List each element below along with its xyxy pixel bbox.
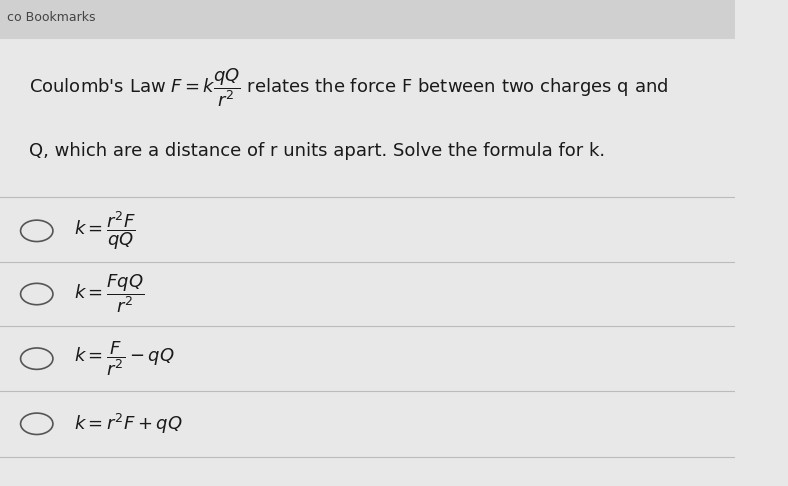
Text: Coulomb's Law $F = k\dfrac{qQ}{r^2}$ relates the force F between two charges q a: Coulomb's Law $F = k\dfrac{qQ}{r^2}$ rel… — [29, 66, 669, 109]
Text: $k = r^2 F + qQ$: $k = r^2 F + qQ$ — [73, 412, 182, 436]
Text: Q, which are a distance of r units apart. Solve the formula for k.: Q, which are a distance of r units apart… — [29, 141, 605, 160]
Text: $k = \dfrac{FqQ}{r^2}$: $k = \dfrac{FqQ}{r^2}$ — [73, 273, 144, 315]
Text: co Bookmarks: co Bookmarks — [7, 11, 96, 23]
Text: $k = \dfrac{r^2 F}{qQ}$: $k = \dfrac{r^2 F}{qQ}$ — [73, 209, 136, 252]
Text: $k = \dfrac{F}{r^2} - qQ$: $k = \dfrac{F}{r^2} - qQ$ — [73, 339, 174, 378]
FancyBboxPatch shape — [0, 0, 735, 39]
